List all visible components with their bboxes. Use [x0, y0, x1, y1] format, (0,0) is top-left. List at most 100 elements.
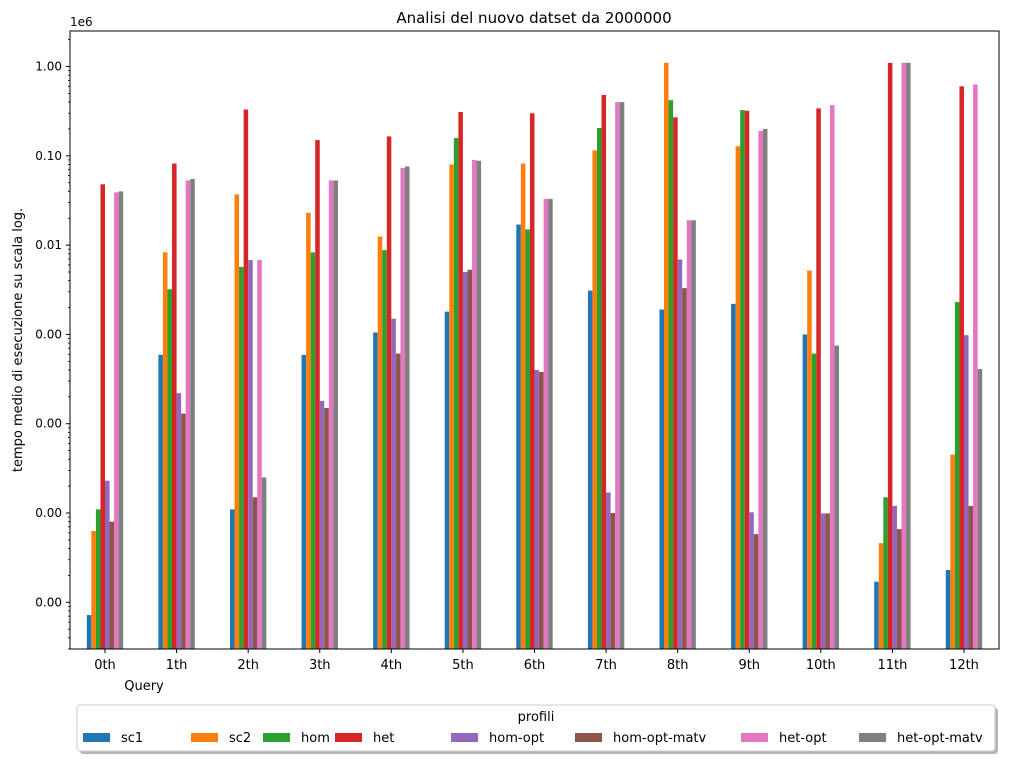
bar-het-4th — [386, 136, 392, 649]
bar-hom-opt-8th — [677, 259, 683, 649]
y-tick-label: 1.00 — [35, 60, 62, 74]
x-tick-label: 8th — [667, 658, 689, 673]
legend-swatch-het-opt-matv — [859, 733, 886, 742]
bar-sc1-1th — [158, 354, 163, 649]
bar-hom-opt-matv-7th — [610, 513, 616, 649]
x-axis-label: Query — [124, 679, 164, 694]
bar-hom-opt-12th — [964, 335, 969, 649]
bar-sc2-3th — [306, 212, 311, 649]
bar-hom-12th — [954, 302, 960, 649]
bar-hom-1th — [167, 289, 173, 649]
legend-swatch-sc2 — [191, 733, 218, 742]
bar-sc2-6th — [520, 163, 526, 649]
bar-het-opt-10th — [829, 105, 835, 650]
bar-het-opt-matv-0th — [118, 191, 124, 650]
bar-het-opt-11th — [901, 62, 907, 649]
bar-hom-opt-9th — [749, 512, 754, 649]
bar-hom-opt-0th — [105, 480, 110, 649]
bar-het-opt-1th — [185, 180, 191, 649]
legend-swatch-hom — [263, 733, 290, 742]
bar-sc2-1th — [162, 252, 168, 649]
bar-het-opt-matv-7th — [619, 102, 625, 649]
legend-label-hom-opt-matv: hom-opt-matv — [613, 731, 707, 746]
bar-hom-10th — [811, 353, 817, 649]
bar-hom-opt-11th — [892, 505, 897, 649]
x-tick-label: 7th — [595, 658, 617, 673]
y-tick-label: 0.00 — [35, 327, 62, 341]
bars-layer — [86, 62, 983, 650]
bar-sc1-11th — [874, 581, 879, 649]
bar-het-12th — [959, 86, 964, 650]
bar-hom-opt-5th — [462, 272, 468, 649]
bar-hom-5th — [453, 138, 459, 649]
bar-het-2th — [243, 109, 249, 649]
legend-swatch-het — [335, 733, 362, 742]
bar-sc2-12th — [950, 454, 955, 649]
y-tick-label: 0.01 — [35, 238, 62, 252]
y-tick-label: 0.00 — [35, 417, 62, 431]
bar-het-opt-12th — [973, 84, 978, 649]
bar-het-opt-3th — [328, 180, 334, 649]
chart-title: Analisi del nuovo datset da 2000000 — [396, 9, 671, 27]
bar-sc1-10th — [802, 334, 808, 649]
bar-het-11th — [887, 62, 893, 649]
bar-hom-opt-matv-10th — [825, 513, 830, 649]
x-tick-label: 9th — [738, 658, 760, 673]
x-tick-label: 5th — [452, 658, 474, 673]
bar-hom-opt-matv-12th — [968, 505, 974, 649]
bar-het-opt-7th — [615, 102, 620, 649]
bar-het-opt-matv-3th — [333, 180, 338, 649]
x-tick-label: 1th — [166, 658, 188, 673]
bar-sc2-9th — [735, 146, 741, 649]
bar-sc1-8th — [659, 309, 665, 649]
bar-het-opt-5th — [472, 159, 477, 650]
legend-label-hom: hom — [301, 731, 330, 746]
bar-het-opt-matv-9th — [762, 128, 768, 649]
bar-het-opt-0th — [114, 192, 119, 649]
bar-het-6th — [529, 113, 535, 650]
bar-hom-opt-7th — [606, 492, 611, 649]
bar-hom-opt-matv-11th — [896, 529, 902, 649]
bar-hom-opt-2th — [248, 260, 253, 649]
legend-label-sc2: sc2 — [229, 731, 251, 746]
bar-het-opt-9th — [758, 130, 763, 649]
bar-hom-opt-4th — [391, 318, 396, 649]
bar-het-opt-matv-6th — [548, 198, 553, 649]
bar-sc1-3th — [301, 354, 307, 649]
bar-hom-8th — [668, 100, 674, 650]
bar-hom-0th — [95, 509, 101, 649]
y-axis: 0.00 0.00 0.00 0.00 0.01 0.10 1.00 — [35, 39, 70, 650]
bar-sc2-2th — [234, 194, 240, 649]
bar-het-opt-matv-12th — [977, 369, 983, 649]
x-tick-label: 3th — [309, 658, 331, 673]
bar-hom-opt-matv-2th — [252, 497, 258, 649]
bar-hom-opt-6th — [534, 369, 540, 649]
bar-het-3th — [315, 140, 320, 650]
bar-hom-opt-matv-9th — [753, 534, 759, 649]
bar-hom-9th — [740, 110, 745, 650]
bar-het-opt-matv-5th — [476, 160, 482, 650]
x-axis: 0th 1th 2th 3th 4th 5th 6th 7th 8th 9th 10th 11th 12… — [94, 649, 979, 673]
legend-label-sc1: sc1 — [121, 731, 143, 746]
bar-hom-opt-matv-6th — [539, 371, 544, 649]
bar-het-opt-matv-1th — [190, 179, 195, 649]
legend-swatch-sc1 — [83, 733, 110, 742]
bar-hom-opt-1th — [176, 393, 182, 649]
bar-het-opt-matv-4th — [404, 166, 410, 649]
y-tick-label: 0.10 — [35, 149, 62, 163]
bar-het-0th — [100, 184, 105, 650]
bar-sc1-2th — [229, 509, 235, 649]
legend-swatch-hom-opt — [451, 733, 478, 742]
bar-sc1-7th — [587, 290, 593, 649]
bar-het-opt-matv-10th — [834, 345, 840, 649]
x-tick-label: 12th — [949, 658, 979, 673]
x-tick-label: 2th — [237, 658, 259, 673]
x-tick-label: 0th — [94, 658, 116, 673]
bar-het-opt-4th — [400, 168, 405, 649]
legend-title: profili — [518, 710, 555, 725]
bar-sc1-6th — [516, 224, 521, 650]
legend-label-hom-opt: hom-opt — [489, 731, 544, 746]
y-tick-label: 0.00 — [35, 506, 62, 520]
legend-label-het: het — [373, 731, 394, 746]
